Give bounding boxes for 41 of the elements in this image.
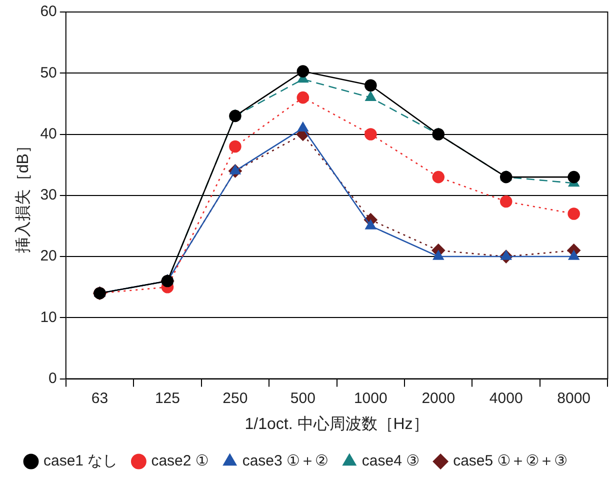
point xyxy=(500,250,512,260)
point xyxy=(365,220,376,230)
point xyxy=(568,208,580,220)
x-tick-label: 250 xyxy=(222,390,248,407)
y-tick-label: 10 xyxy=(40,308,57,326)
point xyxy=(364,79,377,92)
point xyxy=(568,170,580,184)
point xyxy=(229,140,242,153)
x-tick-label: 500 xyxy=(290,390,316,407)
y-tick-label: 30 xyxy=(40,186,57,204)
point xyxy=(500,170,512,184)
point xyxy=(432,170,445,184)
legend-label: case1 なし xyxy=(44,452,118,470)
point xyxy=(432,250,444,260)
y-tick-label: 50 xyxy=(40,64,57,82)
point xyxy=(296,91,310,104)
y-axis-title: 挿入損失［dB］ xyxy=(14,138,32,254)
point xyxy=(568,250,580,260)
point xyxy=(500,195,512,208)
legend-label: case5 ①＋②＋③ xyxy=(453,452,568,470)
point xyxy=(364,128,377,140)
point xyxy=(365,91,376,101)
y-tick-label: 0 xyxy=(48,370,57,387)
legend-label: case2 ① xyxy=(151,452,209,470)
legend-label: case4 ③ xyxy=(362,452,420,470)
x-tick-label: 8000 xyxy=(557,390,591,407)
point xyxy=(432,128,445,140)
x-tick-label: 1000 xyxy=(354,390,388,407)
x-tick-label: 2000 xyxy=(422,390,456,407)
point xyxy=(298,122,308,132)
point xyxy=(230,164,241,174)
point xyxy=(229,110,242,122)
x-axis-title: 1/1oct. 中心周波数［Hz］ xyxy=(244,414,429,433)
x-tick-label: 125 xyxy=(154,390,180,407)
point xyxy=(296,65,310,78)
y-tick-label: 60 xyxy=(40,3,57,20)
legend-label: case3 ①＋② xyxy=(242,452,328,470)
y-tick-label: 20 xyxy=(40,248,57,265)
y-tick-label: 40 xyxy=(40,125,57,142)
x-tick-label: 63 xyxy=(91,390,108,407)
x-tick-label: 4000 xyxy=(489,390,523,407)
